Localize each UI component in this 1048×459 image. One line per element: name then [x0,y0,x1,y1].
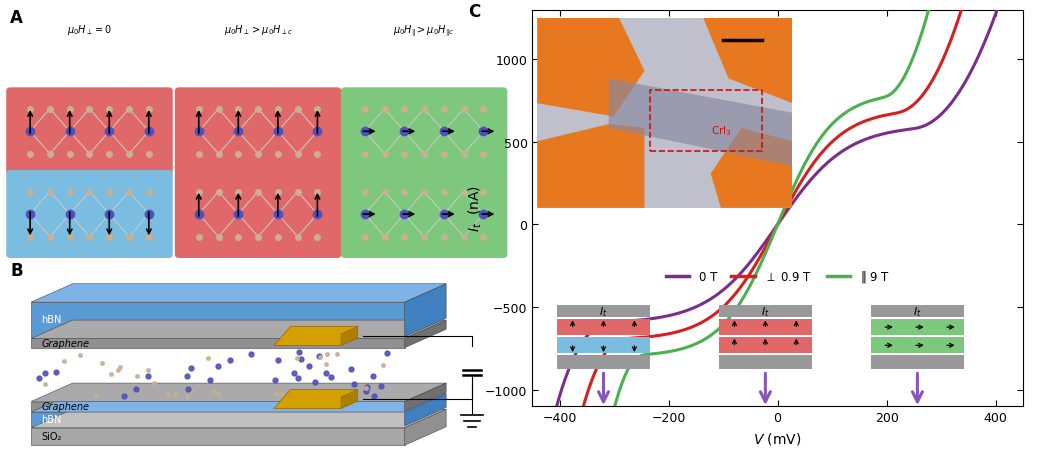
FancyBboxPatch shape [341,171,507,258]
Polygon shape [31,339,405,348]
Polygon shape [31,402,405,411]
Polygon shape [31,284,446,302]
Polygon shape [342,390,357,409]
Text: hBN: hBN [42,315,62,325]
Polygon shape [405,394,446,426]
Polygon shape [405,284,446,337]
Polygon shape [31,394,446,412]
Polygon shape [31,320,446,339]
Polygon shape [342,327,357,346]
FancyBboxPatch shape [341,88,507,176]
Polygon shape [405,383,446,411]
Polygon shape [31,302,405,337]
Polygon shape [31,383,446,402]
Text: $\mu_0H_\| > \mu_0H_{\|c}$: $\mu_0H_\| > \mu_0H_{\|c}$ [393,23,455,39]
FancyBboxPatch shape [6,88,173,176]
Text: hBN: hBN [42,414,62,424]
FancyBboxPatch shape [175,88,342,176]
FancyBboxPatch shape [175,171,342,258]
Polygon shape [31,409,446,428]
Polygon shape [405,409,446,445]
Polygon shape [31,428,405,445]
Text: $\mu_0H_\perp > \mu_0H_{\perp c}$: $\mu_0H_\perp > \mu_0H_{\perp c}$ [223,23,292,37]
Text: SiO₂: SiO₂ [42,431,62,442]
Legend: 0 T, $\perp$ 0.9 T, $\|$ 9 T: 0 T, $\perp$ 0.9 T, $\|$ 9 T [661,264,894,290]
Text: C: C [468,3,481,21]
FancyBboxPatch shape [6,171,173,258]
Polygon shape [31,412,405,426]
Y-axis label: $I_t$  (nA): $I_t$ (nA) [466,185,484,232]
Text: Graphene: Graphene [42,338,89,348]
Polygon shape [274,390,357,409]
Text: Graphene: Graphene [42,401,89,411]
Polygon shape [405,320,446,348]
Polygon shape [274,327,357,346]
Text: A: A [10,9,23,27]
Text: B: B [10,262,23,280]
Text: $\mu_0H_\perp = 0$: $\mu_0H_\perp = 0$ [67,23,112,37]
X-axis label: $V$ (mV): $V$ (mV) [754,430,802,446]
